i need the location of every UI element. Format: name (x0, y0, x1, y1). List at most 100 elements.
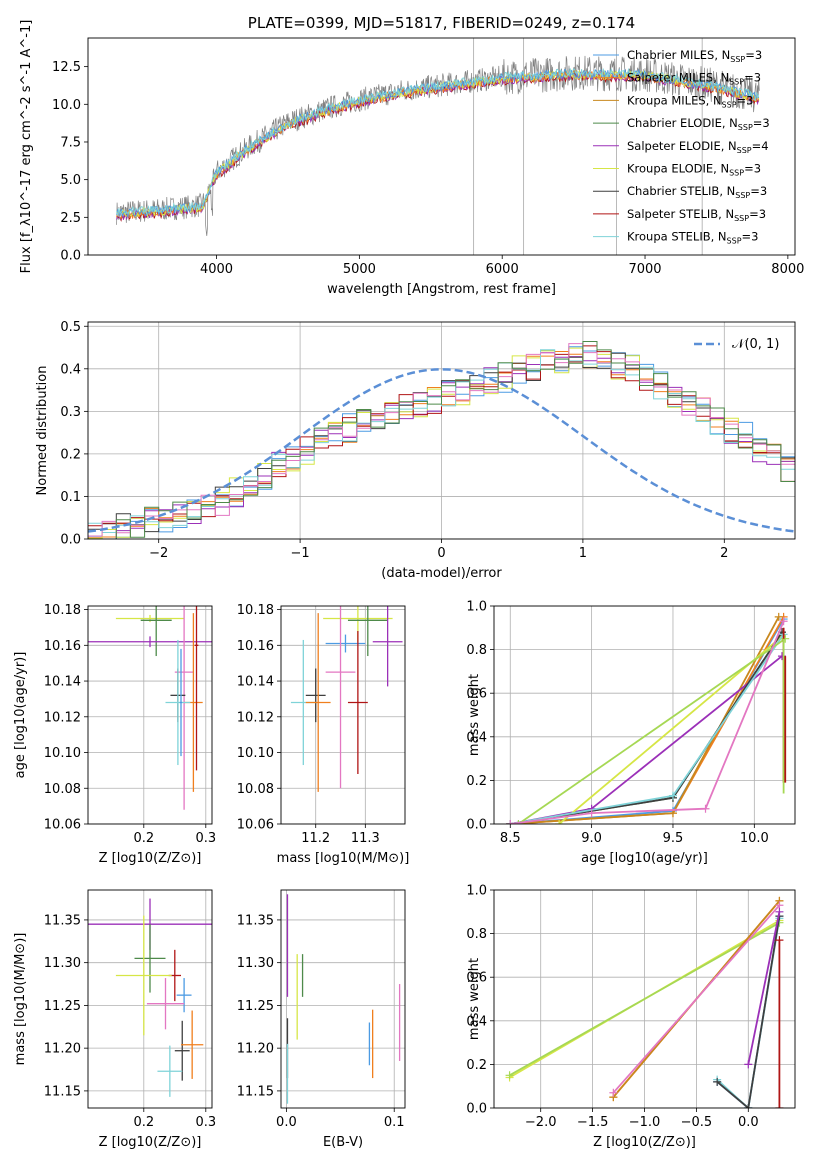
y-tick-label: 2.5 (60, 211, 81, 226)
x-tick-label: 9.5 (663, 831, 684, 846)
weight-marker (668, 791, 677, 800)
axes-frame (87, 321, 796, 540)
y-tick-label: 10.14 (237, 675, 274, 690)
legend-label-suffix: =3 (742, 230, 759, 244)
weight-marker (587, 809, 596, 818)
legend-label-suffix: =3 (753, 116, 770, 130)
plot-area (88, 606, 212, 824)
y-tick-label: 10.08 (44, 782, 81, 797)
y-tick-label: 0.0 (60, 249, 81, 264)
x-tick-label: −1.5 (577, 1115, 609, 1130)
legend-label: Salpeter MILES, NSSP=3 (627, 71, 761, 87)
x-tick-label: 5000 (343, 262, 376, 277)
legend-label-sub: SSP (729, 169, 744, 178)
legend-label-sub: SSP (737, 146, 752, 155)
y-tick-label: 0.0 (466, 1102, 487, 1117)
y-tick-label: 0.6 (466, 687, 487, 702)
x-tick-label: −2.0 (525, 1115, 557, 1130)
legend-label-text: Salpeter MILES, N (627, 71, 729, 85)
legend-label-suffix: =4 (752, 139, 769, 153)
y-tick-label: 10.06 (237, 818, 274, 833)
weight-line (510, 633, 785, 824)
weight-marker (505, 1071, 514, 1080)
weight-marker (744, 1104, 753, 1108)
weight-marker (775, 1104, 784, 1108)
weight-marker (779, 617, 788, 626)
y-tick-label: 0.2 (466, 774, 487, 789)
x-tick-label: −1 (291, 546, 310, 561)
y-tick-label: 1.0 (466, 600, 487, 615)
weight-line (612, 904, 781, 1094)
legend-label-sub: SSP (729, 78, 744, 87)
y-axis-label: mass weight (467, 674, 482, 756)
x-tick-label: −0.5 (681, 1115, 713, 1130)
y-tick-label: 10.06 (44, 818, 81, 833)
legend-label: Kroupa ELODIE, NSSP=3 (627, 162, 761, 178)
legend-label-text: Salpeter ELODIE, N (627, 139, 737, 153)
legend-label-text: Chabrier MILES, N (627, 48, 730, 62)
legend-label-text: Kroupa STELIB, N (627, 230, 727, 244)
x-tick-label: 2 (720, 546, 728, 561)
y-tick-label: 10.12 (44, 710, 81, 725)
legend-label: Chabrier ELODIE, NSSP=3 (627, 116, 770, 132)
y-tick-label: 0.0 (60, 533, 81, 548)
y-tick-label: 10.0 (52, 98, 81, 113)
weight-marker (775, 936, 784, 945)
x-tick-label: 8000 (771, 262, 804, 277)
x-tick-label: 0.0 (276, 1115, 297, 1130)
y-tick-label: 0.2 (466, 1058, 487, 1073)
mass-weight-vs-z-panel: −2.0 −1.5 −1.0 −0.5 0.0 0.0 0.2 0.4 0.6 0.8 1.0 Z [… (466, 884, 796, 1150)
plot-area (88, 890, 212, 1108)
y-tick-label: 10.10 (44, 746, 81, 761)
y-tick-label: 0.3 (60, 405, 81, 420)
y-tick-label: 11.20 (44, 1042, 81, 1057)
x-tick-label: −2 (149, 546, 168, 561)
y-tick-label: 11.35 (44, 913, 81, 928)
legend-label-suffix: =3 (749, 207, 766, 221)
y-tick-label: 0.1 (60, 490, 81, 505)
y-tick-label: 10.18 (44, 603, 81, 618)
x-tick-label: 0.3 (195, 831, 216, 846)
legend-label: Chabrier STELIB, NSSP=3 (627, 184, 767, 200)
plot-area (494, 890, 795, 1108)
legend-label-suffix: =3 (744, 71, 761, 85)
y-tick-label: 0.8 (466, 643, 487, 658)
histogram-step (88, 341, 795, 539)
y-tick-label: 0.6 (466, 971, 487, 986)
y-tick-label: 11.15 (44, 1084, 81, 1099)
weight-marker (506, 820, 515, 824)
legend-label-suffix: =3 (744, 162, 761, 176)
x-tick-label: 1 (579, 546, 587, 561)
legend-label-sub: SSP (738, 123, 753, 132)
spectrum-panel: 4000 5000 6000 7000 8000 0.0 2.5 5.0 7.5 10.0 12.5… (19, 14, 804, 297)
y-axis-label: Flux [f_λ10^-17 erg cm^-2 s^-1 A^-1] (19, 20, 34, 274)
model-spectrum-line (116, 67, 760, 216)
x-tick-label: 8.5 (500, 831, 521, 846)
model-spectrum-line (116, 68, 760, 219)
y-tick-label: 10.16 (44, 639, 81, 654)
weight-marker (701, 804, 710, 813)
x-axis-label: mass [log10(M/M⊙)] (277, 851, 410, 866)
weight-line (510, 631, 783, 824)
legend-label-text: Chabrier ELODIE, N (627, 116, 738, 130)
y-tick-label: 7.5 (60, 135, 81, 150)
legend-label: Salpeter STELIB, NSSP=3 (627, 207, 766, 223)
model-spectrum-line (116, 69, 760, 221)
axes-frame (87, 605, 213, 825)
weight-marker (781, 634, 790, 643)
x-tick-label: 7000 (628, 262, 661, 277)
weight-marker (774, 612, 783, 621)
legend-label-text: Salpeter STELIB, N (627, 207, 734, 221)
legend-label-sub: SSP (735, 191, 750, 200)
axes-frame (87, 37, 796, 256)
weight-line (510, 655, 783, 824)
x-tick-label: 11.2 (301, 831, 330, 846)
weight-line (509, 921, 780, 1077)
x-tick-label: 10.0 (740, 831, 769, 846)
y-tick-label: 0.0 (466, 818, 487, 833)
y-tick-label: 5.0 (60, 173, 81, 188)
weight-marker (713, 1077, 722, 1086)
normal-curve (88, 368, 795, 533)
y-axis-label: mass weight (467, 958, 482, 1040)
weight-line (510, 616, 780, 824)
